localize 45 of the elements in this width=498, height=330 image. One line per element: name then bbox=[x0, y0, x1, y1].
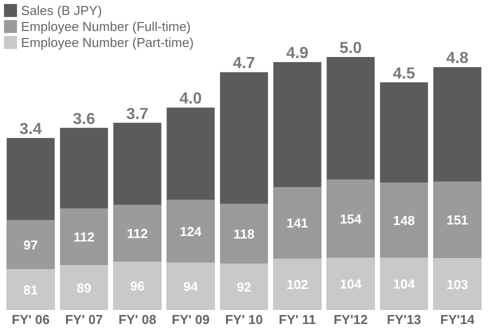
data-label: 3.4 bbox=[20, 120, 42, 138]
bar bbox=[113, 261, 162, 310]
bar bbox=[380, 257, 428, 310]
legend-label: Sales (B JPY) bbox=[21, 3, 102, 18]
data-label: 3.7 bbox=[126, 106, 149, 123]
bar bbox=[220, 204, 268, 264]
bar bbox=[326, 179, 375, 258]
bar bbox=[166, 262, 215, 310]
x-tick-label: FY' 10 bbox=[225, 312, 263, 328]
data-label: 97 bbox=[23, 237, 38, 252]
data-label: 3.6 bbox=[72, 110, 96, 128]
data-label: 118 bbox=[234, 226, 254, 242]
data-label: 112 bbox=[126, 226, 148, 242]
bar bbox=[273, 187, 322, 258]
data-label: 4.0 bbox=[180, 90, 202, 108]
legend-label: Employee Number (Full-time) bbox=[21, 19, 191, 34]
bar bbox=[273, 258, 322, 310]
x-tick-label: FY'14 bbox=[440, 312, 476, 328]
data-label: 151 bbox=[446, 212, 468, 228]
x-tick-label: FY' 09 bbox=[172, 312, 210, 328]
bar bbox=[166, 200, 215, 262]
bar bbox=[433, 258, 482, 310]
x-tick-label: FY' 07 bbox=[65, 312, 103, 328]
data-label: 4.7 bbox=[232, 55, 256, 72]
x-tick-label: FY' 11 bbox=[278, 312, 316, 328]
data-label: 5.0 bbox=[340, 40, 362, 57]
data-label: 4.9 bbox=[286, 45, 309, 62]
data-label: 4.5 bbox=[392, 65, 416, 82]
data-label: 124 bbox=[180, 224, 202, 240]
bar bbox=[6, 269, 55, 310]
bar bbox=[326, 257, 375, 310]
data-label: 148 bbox=[393, 212, 415, 228]
legend-label: Employee Number (Part-time) bbox=[21, 35, 194, 50]
x-tick-label: FY' 08 bbox=[118, 312, 156, 328]
x-tick-label: FY'13 bbox=[386, 312, 422, 328]
x-tick-label: FY' 06 bbox=[12, 312, 50, 328]
data-label: 154 bbox=[340, 211, 362, 226]
bar bbox=[433, 181, 482, 258]
data-label: 141 bbox=[286, 216, 308, 231]
x-tick-label: FY'12 bbox=[334, 312, 368, 328]
bar bbox=[6, 220, 55, 270]
bar bbox=[220, 263, 268, 310]
data-label: 4.8 bbox=[446, 50, 469, 68]
bar bbox=[113, 204, 162, 262]
data-label: 112 bbox=[74, 230, 94, 245]
